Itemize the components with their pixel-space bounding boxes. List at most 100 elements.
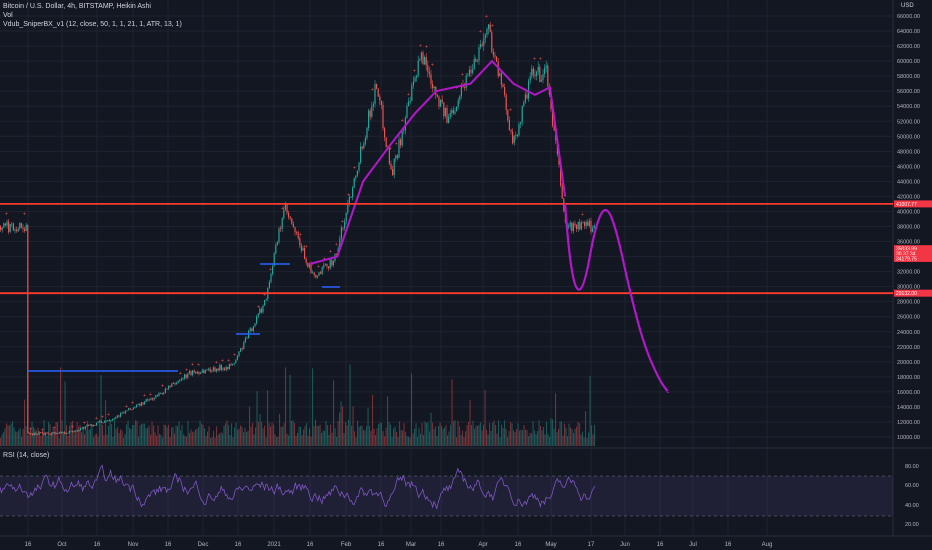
candle-body [44,432,46,435]
candle-body [70,430,72,432]
candle-body [283,209,285,219]
volume-bar [390,424,392,446]
candle-body [492,51,494,56]
price-badge [894,245,932,253]
candle-body [108,419,110,421]
volume-bar [399,421,401,446]
candle-body [80,428,82,431]
volume-bar [199,420,201,446]
candle-body [446,108,448,123]
time-tick-label: Aug [762,542,773,548]
volume-bar [75,430,77,446]
volume-bar [327,425,329,446]
sniper-indicator-label[interactable]: Vdub_SniperBX_v1 (12, close, 50, 1, 1, 2… [3,21,182,28]
time-tick-label: 2021 [267,542,281,548]
signal-mark: + [5,211,8,217]
symbol-title[interactable]: Bitcoin / U.S. Dollar, 4h, BITSTAMP, Hei… [3,3,151,10]
price-tick-label: 44000.00 [897,179,920,185]
price-badge [894,254,932,262]
volume-bar [484,389,486,446]
candle-body [414,77,416,82]
volume-indicator-label[interactable]: Vol [3,12,13,19]
time-tick-label: Jun [620,542,630,548]
time-tick-label: Mar [406,542,416,548]
price-tick-label: 26000.00 [897,315,920,321]
candle-body [155,395,157,398]
volume-bar [427,422,429,446]
signal-mark: + [95,416,98,422]
candle-body [515,135,517,137]
candle-body [316,275,318,278]
volume-bar [502,428,504,446]
volume-bar [12,421,14,446]
volume-bar [337,421,339,446]
price-tick-label: 66000.00 [897,14,920,20]
volume-bar [157,425,159,446]
signal-mark: + [347,192,350,198]
volume-bar [447,435,449,446]
volume-bar [546,421,548,446]
candle-body [307,262,309,267]
candle-body [60,431,62,434]
volume-bar [562,435,564,446]
volume-bar [354,431,356,446]
candle-body [124,411,126,414]
volume-bar [523,425,525,446]
volume-bar [159,434,161,446]
candle-body [305,259,307,263]
time-tick-label: 16 [307,542,314,548]
signal-mark: + [509,108,512,114]
rsi-line [0,464,596,510]
time-tick-label: 16 [165,542,172,548]
candle-body [478,47,480,61]
volume-bar [481,430,483,446]
candle-body [323,264,325,268]
volume-bar [144,423,146,446]
candle-body [324,264,326,265]
signal-mark: + [281,206,284,212]
volume-bar [246,431,248,446]
volume-bar [321,433,323,446]
volume-bar [13,427,15,446]
volume-bar [3,432,5,446]
time-axis: 16 Oct 16 Nov 16 Dec 16 2021 16 Feb 16 Mar 16 Apr 16 Ma… [25,542,773,548]
candle-body [502,84,504,88]
volume-bar [177,426,179,446]
candle-body [416,75,418,78]
volume-bar [369,426,371,446]
volume-bar [357,420,359,446]
signal-mark: + [143,393,146,399]
candle-body [569,222,571,227]
candle-body [425,57,427,66]
volume-bar [451,379,453,446]
volume-bar [91,424,93,446]
signal-mark: + [233,352,236,358]
volume-bar [163,424,165,446]
volume-bar [33,426,35,446]
volume-bar [211,437,213,446]
volume-bar [343,433,345,446]
candle-body [452,110,454,114]
candle-body [304,247,306,260]
rsi-indicator-label[interactable]: RSI (14, close) [3,452,50,459]
volume-bar [541,430,543,446]
candle-body [41,432,43,434]
candle-body [476,60,478,62]
volume-bar [570,427,572,446]
volume-bar [94,434,96,446]
candle-body [401,131,403,146]
candle-body [457,100,459,107]
volume-bar [543,427,545,446]
volume-bar [445,424,447,446]
candle-body [475,59,477,62]
volume-bar [558,428,560,446]
rsi-tick-label: 20.00 [905,522,919,528]
volume-bar [496,433,498,446]
candle-body [206,369,208,371]
candle-body [28,433,30,435]
candle-body [568,226,570,228]
volume-bar [282,426,284,446]
candle-body [137,403,139,405]
signal-mark: + [101,415,104,421]
